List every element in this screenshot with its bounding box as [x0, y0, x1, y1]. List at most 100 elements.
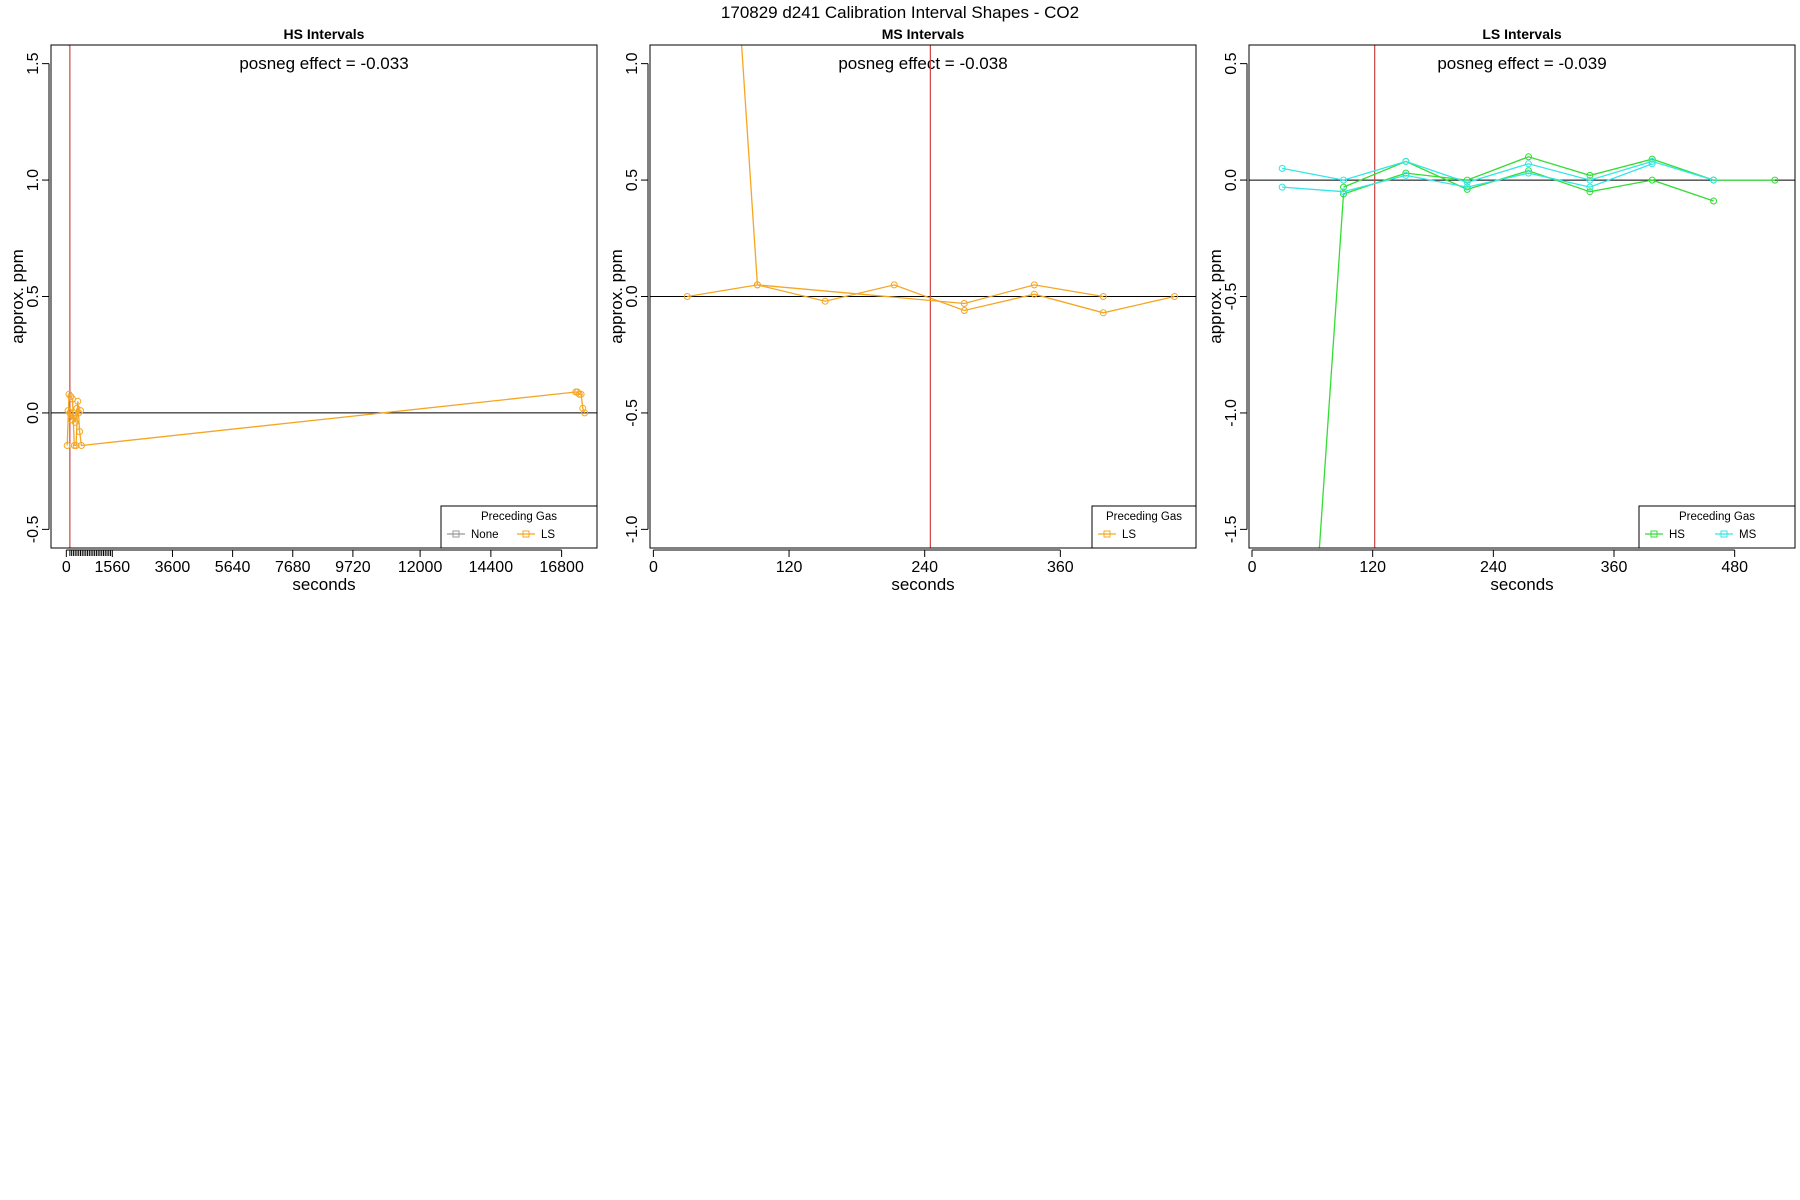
data-point	[65, 390, 73, 398]
data-point	[1402, 171, 1410, 179]
data-point	[74, 397, 82, 405]
legend: Preceding Gas None LS	[440, 505, 598, 549]
x-tick-label: 0	[649, 559, 658, 576]
y-axis-label: approx. ppm	[607, 249, 626, 344]
panel-title: HS Intervals	[284, 26, 365, 42]
legend-box	[1638, 505, 1796, 549]
data-point	[1586, 188, 1594, 196]
y-tick-label: -1.0	[624, 515, 641, 543]
data-point	[1586, 176, 1594, 184]
x-tick-label: 1560	[95, 559, 131, 576]
y-tick-label: -1.0	[1223, 399, 1240, 427]
series-line-0	[1318, 156, 1775, 548]
data-point	[1771, 176, 1779, 184]
figure-title: 170829 d241 Calibration Interval Shapes …	[721, 3, 1079, 22]
legend-swatch-marker	[452, 530, 460, 538]
series-group	[63, 45, 589, 449]
data-point	[1278, 183, 1286, 191]
y-tick-label: 1.0	[25, 169, 42, 191]
x-tick-label: 360	[1601, 559, 1628, 576]
y-tick-label: 0.0	[624, 285, 641, 307]
data-point	[1525, 169, 1532, 177]
x-tick-label: 5640	[215, 559, 251, 576]
panel-ls-intervals: LS Intervals posneg effect = -0.039 second…	[1206, 26, 1796, 594]
data-point	[1340, 190, 1347, 198]
y-tick-label: 0.5	[25, 285, 42, 307]
posneg-annotation: posneg effect = -0.038	[838, 54, 1007, 73]
data-point	[1340, 188, 1347, 196]
x-tick-label: 3600	[155, 559, 191, 576]
data-point	[1586, 171, 1594, 179]
series-line-2	[1282, 160, 1714, 184]
data-point	[1340, 176, 1347, 184]
x-tick-label: 120	[776, 559, 803, 576]
x-tick-label: 240	[1480, 559, 1507, 576]
legend-swatch-marker	[1103, 530, 1111, 538]
series-line-0	[687, 284, 1175, 314]
data-point	[1463, 176, 1471, 184]
data-point	[66, 409, 74, 417]
data-point	[821, 297, 829, 305]
y-tick-label: 0.0	[25, 402, 42, 424]
data-point	[1648, 155, 1656, 163]
series-group	[1278, 153, 1779, 548]
data-point	[1278, 164, 1286, 172]
data-point	[1171, 293, 1178, 300]
x-axis-label: seconds	[1490, 575, 1553, 594]
y-tick-label: -0.5	[624, 399, 641, 427]
data-point	[72, 442, 80, 449]
x-tick-label: 120	[1359, 559, 1386, 576]
data-point	[1402, 169, 1410, 177]
data-point	[1402, 157, 1410, 165]
data-point	[1586, 183, 1594, 191]
legend: Preceding Gas HS MS	[1638, 505, 1796, 549]
data-point	[1463, 178, 1471, 186]
data-point	[960, 300, 968, 307]
data-point	[1030, 290, 1038, 298]
x-tick-label: 360	[1047, 559, 1074, 576]
data-point	[1463, 185, 1471, 193]
panel-title: LS Intervals	[1482, 26, 1562, 42]
x-tick-label: 14400	[469, 559, 514, 576]
plot-frame	[649, 44, 1197, 549]
data-point	[960, 307, 968, 314]
data-point	[1340, 183, 1347, 191]
legend-entry-ms: MS	[1739, 529, 1757, 541]
x-tick-label: 480	[1721, 559, 1748, 576]
plot-frame	[50, 44, 598, 549]
panel-ms-intervals: MS Intervals posneg effect = -0.038 second…	[607, 26, 1197, 594]
legend-entry-ls: LS	[541, 529, 555, 541]
data-point	[581, 409, 589, 417]
y-tick-label: 1.5	[25, 52, 42, 74]
x-axis-label: seconds	[292, 575, 355, 594]
series-line-1	[740, 45, 1104, 305]
data-point	[1099, 309, 1107, 317]
legend-entry-none: None	[471, 529, 499, 541]
posneg-annotation: posneg effect = -0.039	[1437, 54, 1606, 73]
plot-frame	[1248, 44, 1796, 549]
y-tick-label: -1.5	[1223, 515, 1240, 543]
data-point	[1710, 197, 1718, 205]
x-tick-label: 9720	[335, 559, 371, 576]
data-point	[753, 281, 761, 289]
legend: Preceding Gas LS	[1091, 505, 1197, 549]
x-tick-label: 240	[911, 559, 938, 576]
data-point	[1030, 281, 1038, 289]
data-point	[76, 428, 84, 436]
data-point	[77, 407, 84, 415]
legend-title: Preceding Gas	[1679, 511, 1755, 523]
legend-swatch-marker	[1650, 530, 1658, 538]
y-tick-label: -0.5	[25, 515, 42, 543]
data-point	[75, 409, 83, 417]
data-point	[1648, 160, 1656, 168]
data-point	[579, 404, 587, 412]
y-tick-label: 0.5	[624, 169, 641, 191]
data-point	[1648, 176, 1656, 184]
data-point	[1525, 167, 1532, 175]
legend-title: Preceding Gas	[1106, 511, 1182, 523]
data-point	[1099, 293, 1107, 300]
legend-box	[440, 505, 598, 549]
data-point	[77, 442, 85, 449]
x-tick-label: 0	[62, 559, 71, 576]
